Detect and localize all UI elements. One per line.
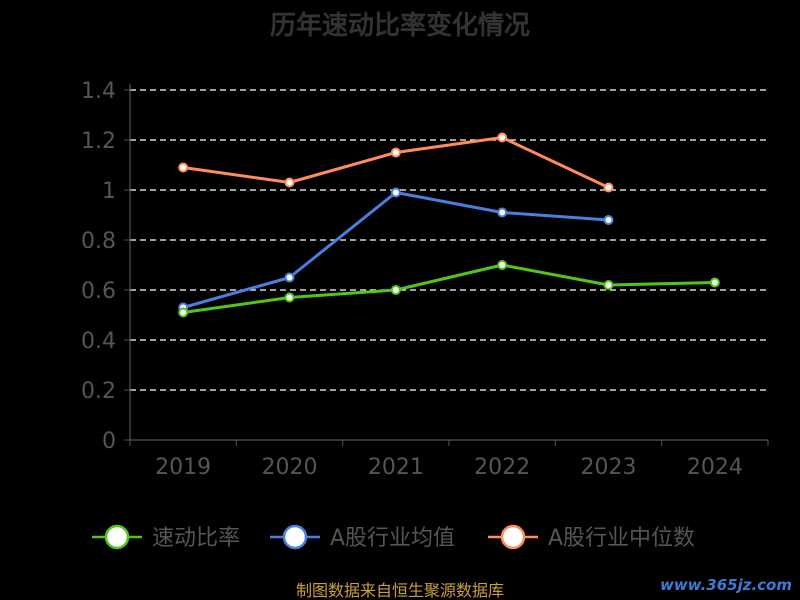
- x-tick-label: 2021: [368, 455, 424, 480]
- source-note: 制图数据来自恒生聚源数据库: [296, 581, 504, 600]
- legend-label: A股行业均值: [330, 526, 455, 551]
- watermark: www.365jz.com: [660, 576, 792, 594]
- x-tick-label: 2020: [262, 455, 318, 480]
- data-point[interactable]: [178, 162, 189, 173]
- chart-title: 历年速动比率变化情况: [270, 10, 530, 41]
- y-tick-label: 1.4: [81, 79, 116, 104]
- x-tick-label: 2024: [687, 455, 743, 480]
- legend-label: 速动比率: [152, 526, 240, 551]
- series-A股行业中位数: [178, 132, 614, 193]
- grid: [124, 89, 768, 441]
- data-point[interactable]: [390, 147, 401, 158]
- legend-item[interactable]: A股行业中位数: [488, 524, 695, 551]
- legend[interactable]: 速动比率 A股行业均值 A股行业中位数: [92, 524, 695, 551]
- axes: [129, 84, 769, 446]
- y-tick-label: 1: [102, 179, 116, 204]
- legend-marker-icon: [282, 524, 308, 550]
- x-tick-label: 2019: [155, 455, 211, 480]
- data-point[interactable]: [603, 280, 614, 290]
- y-tick-label: 0: [102, 429, 116, 454]
- series-速动比率: [178, 260, 720, 318]
- series-line: [182, 263, 715, 314]
- data-point[interactable]: [284, 177, 295, 188]
- data-point[interactable]: [709, 277, 720, 288]
- data-point[interactable]: [497, 260, 508, 270]
- data-point[interactable]: [603, 215, 614, 225]
- data-point[interactable]: [284, 272, 295, 283]
- data-point[interactable]: [603, 182, 614, 193]
- y-tick-label: 0.4: [81, 329, 116, 354]
- data-point[interactable]: [390, 187, 401, 198]
- legend-marker-icon: [500, 524, 526, 550]
- legend-marker-icon: [104, 524, 130, 550]
- legend-item[interactable]: 速动比率: [92, 524, 240, 551]
- data-point[interactable]: [497, 207, 508, 218]
- x-tick-labels: 2019 2020 2021 2022 2023 2024: [155, 455, 743, 480]
- data-point[interactable]: [284, 292, 295, 303]
- y-tick-labels: 0 0.2 0.4 0.6 0.8 1 1.2 1.4: [81, 79, 116, 454]
- y-tick-label: 0.2: [81, 379, 116, 404]
- series-group: [178, 132, 720, 318]
- x-tick-label: 2022: [474, 455, 530, 480]
- y-tick-label: 0.8: [81, 229, 116, 254]
- legend-item[interactable]: A股行业均值: [270, 524, 455, 551]
- data-point[interactable]: [497, 132, 508, 143]
- y-tick-label: 0.6: [81, 279, 116, 304]
- legend-label: A股行业中位数: [548, 526, 695, 551]
- data-point[interactable]: [390, 285, 401, 295]
- y-tick-label: 1.2: [81, 129, 116, 154]
- data-point[interactable]: [178, 307, 189, 318]
- series-line: [182, 136, 610, 189]
- x-tick-label: 2023: [581, 455, 637, 480]
